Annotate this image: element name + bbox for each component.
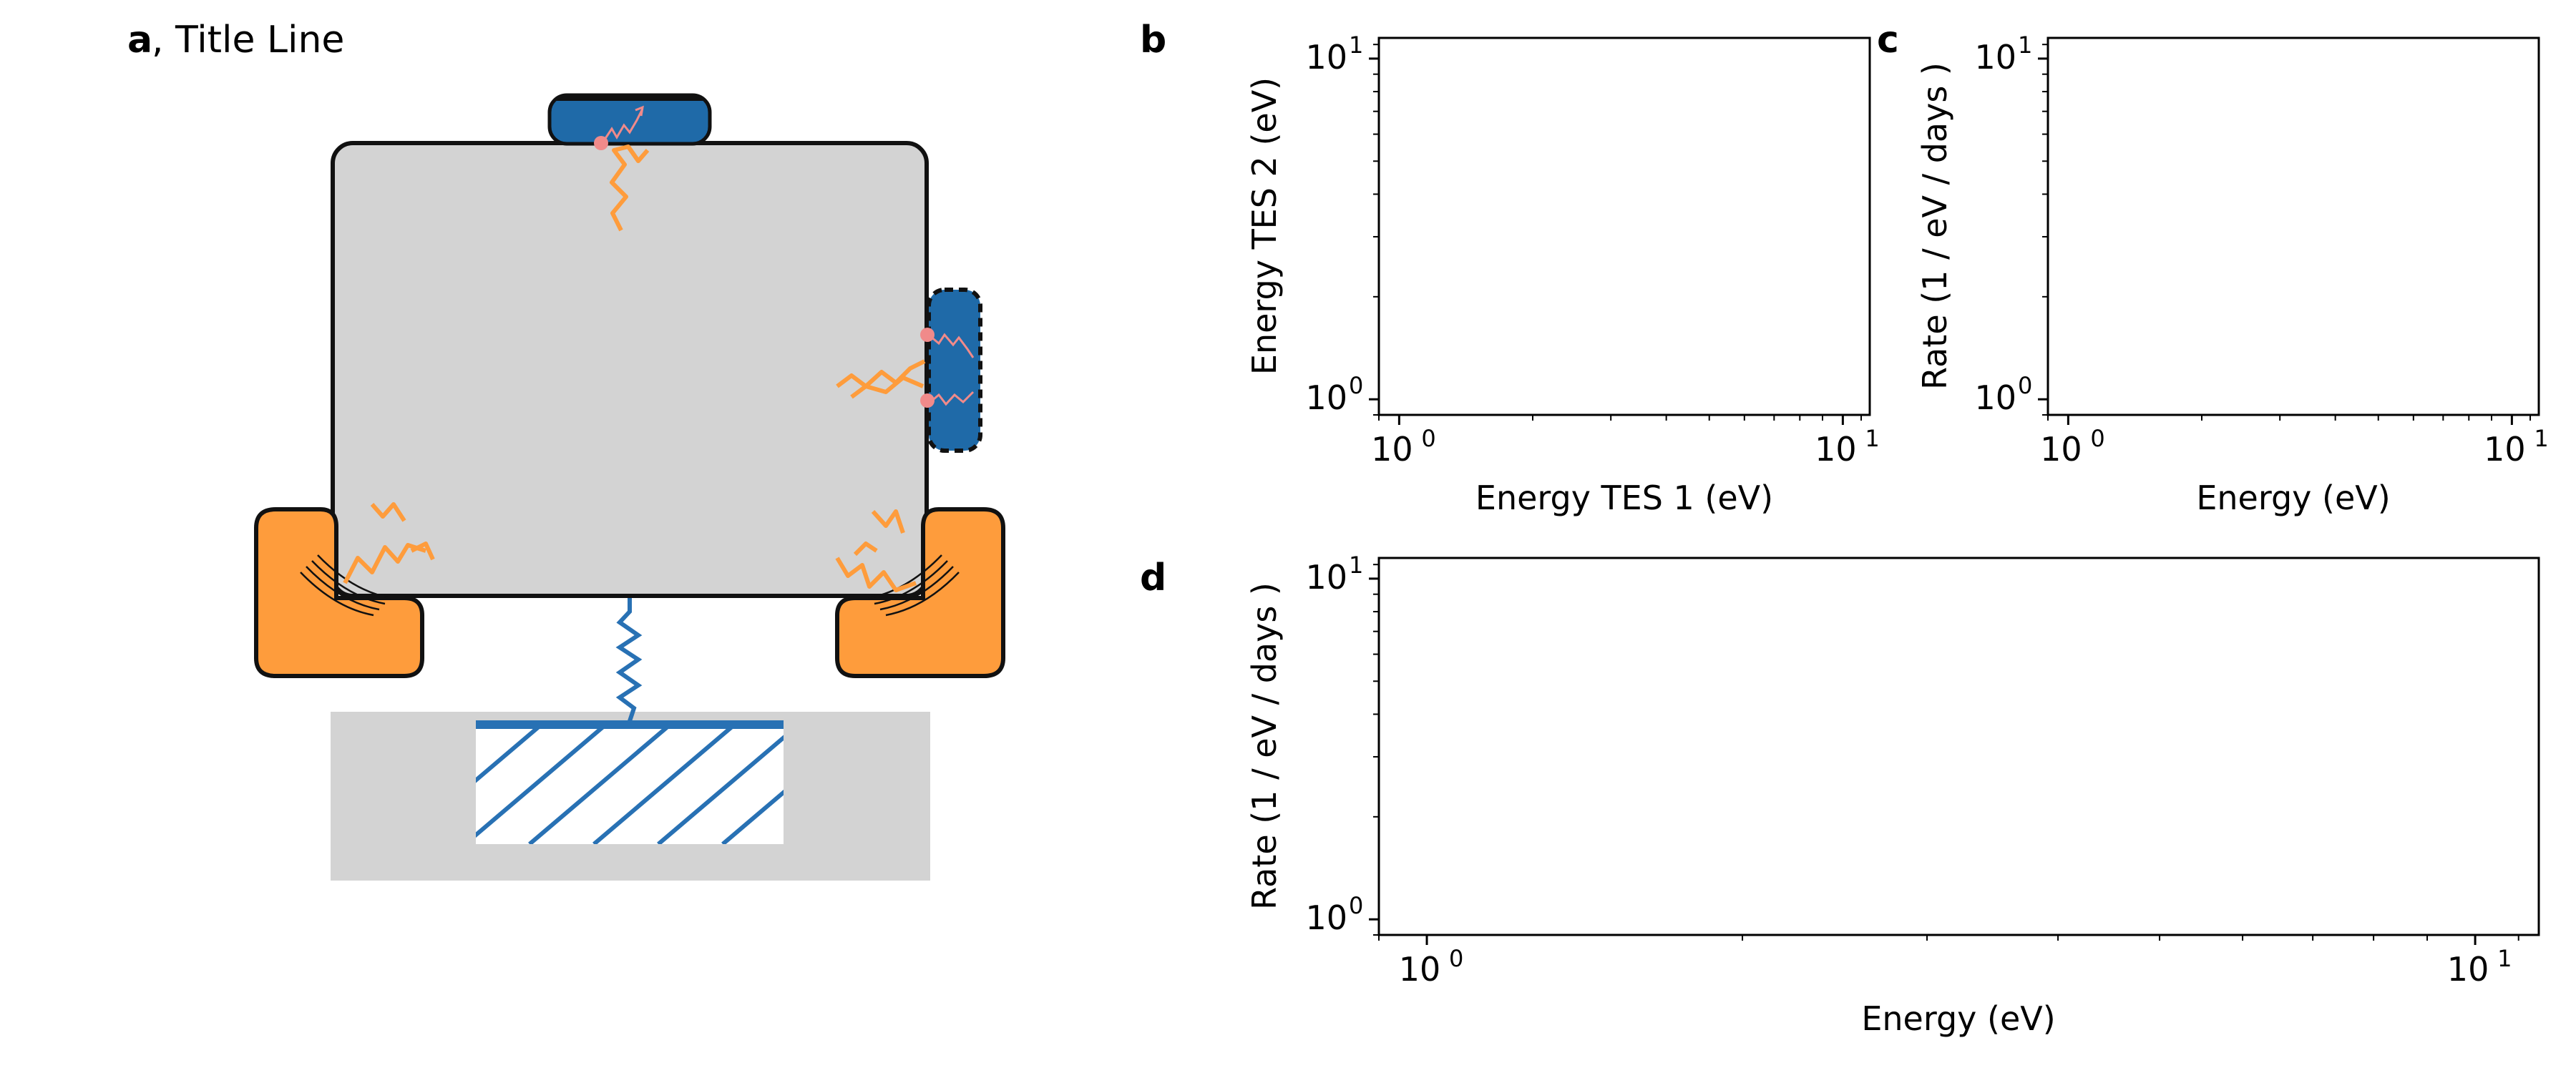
spring-icon bbox=[615, 597, 643, 722]
panel-a-title: , Title Line bbox=[152, 19, 344, 62]
y-tick-exponent: 0 bbox=[2018, 372, 2032, 399]
x-tick-label: 10 bbox=[1399, 950, 1441, 989]
phonon-icon bbox=[343, 144, 926, 592]
signal-icon bbox=[603, 105, 975, 406]
y-tick-label: 10 bbox=[1974, 38, 2016, 77]
x-tick-exponent: 1 bbox=[2534, 425, 2548, 452]
hatched-mount-icon bbox=[331, 712, 930, 881]
y-tick-exponent: 1 bbox=[1349, 31, 1363, 59]
panel-a-letter: a bbox=[127, 19, 152, 62]
x-tick-exponent: 1 bbox=[1865, 425, 1879, 452]
panel-a: a , Title Line bbox=[127, 19, 1005, 881]
x-axis-label: Energy TES 1 (eV) bbox=[1475, 479, 1773, 517]
x-tick-exponent: 1 bbox=[2497, 945, 2512, 972]
panel-c: c 10 010 010 110 1 Energy (eV) Rate (1 / eV … bbox=[1877, 19, 2549, 517]
y-tick-label: 10 bbox=[1305, 378, 1347, 417]
crystal-block-icon bbox=[331, 141, 929, 598]
y-axis-label: Energy TES 2 (eV) bbox=[1245, 77, 1284, 375]
axes-frame bbox=[2046, 36, 2540, 416]
y-tick-label: 10 bbox=[1305, 898, 1347, 937]
panel-d: d 10 010 010 110 1 Energy (eV) Rate (1 / eV … bbox=[1140, 552, 2540, 1038]
x-tick-label: 10 bbox=[2484, 430, 2526, 469]
x-tick-exponent: 0 bbox=[1421, 425, 1435, 452]
x-tick-exponent: 0 bbox=[2090, 425, 2104, 452]
y-axis-label: Rate (1 / eV / days ) bbox=[1916, 62, 1954, 390]
y-tick-exponent: 0 bbox=[1349, 892, 1363, 919]
y-tick-label: 10 bbox=[1305, 558, 1347, 597]
event-icon bbox=[594, 136, 935, 408]
y-tick-exponent: 0 bbox=[1349, 372, 1363, 399]
x-tick-label: 10 bbox=[1371, 430, 1413, 469]
x-tick-label: 10 bbox=[2040, 430, 2082, 469]
axes-frame bbox=[1377, 557, 2540, 936]
axes-frame bbox=[1377, 36, 1871, 416]
tes-sensor-top-icon bbox=[547, 93, 712, 146]
y-tick-label: 10 bbox=[1305, 38, 1347, 77]
panel-b: b 10 010 010 110 1 Energy TES 1 (eV) Energy … bbox=[1140, 19, 1880, 517]
panel-d-letter: d bbox=[1140, 557, 1166, 599]
x-axis-label: Energy (eV) bbox=[1861, 999, 2055, 1038]
x-axis-label: Energy (eV) bbox=[2196, 479, 2390, 517]
x-tick-label: 10 bbox=[2447, 950, 2489, 989]
panel-b-letter: b bbox=[1140, 19, 1166, 62]
y-tick-exponent: 1 bbox=[1349, 552, 1363, 579]
y-axis-label: Rate (1 / eV / days ) bbox=[1245, 582, 1284, 910]
tes-sensor-side-icon bbox=[927, 288, 982, 453]
stress-lines-icon bbox=[300, 554, 960, 617]
y-tick-label: 10 bbox=[1974, 378, 2016, 417]
holding-clamp-right-icon bbox=[835, 507, 1005, 678]
x-tick-exponent: 0 bbox=[1449, 945, 1463, 972]
x-tick-label: 10 bbox=[1815, 430, 1857, 469]
holding-clamp-left-icon bbox=[254, 507, 424, 678]
y-tick-exponent: 1 bbox=[2018, 31, 2032, 59]
panel-c-letter: c bbox=[1877, 19, 1899, 62]
